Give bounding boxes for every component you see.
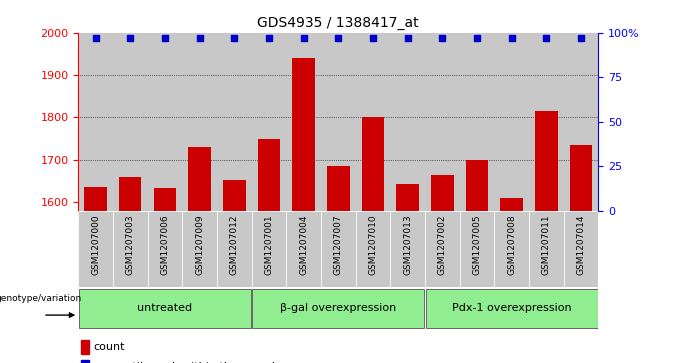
Bar [113, 211, 148, 287]
Point [124, 35, 135, 41]
Text: GSM1207008: GSM1207008 [507, 214, 516, 275]
Bar [466, 160, 488, 211]
Bar [564, 33, 598, 211]
Bar [321, 33, 356, 211]
Bar [396, 184, 419, 211]
Text: GSM1207000: GSM1207000 [91, 214, 100, 275]
Bar [292, 58, 315, 211]
Point [333, 35, 343, 41]
Bar [252, 33, 286, 211]
Bar [119, 177, 141, 211]
Bar [182, 211, 217, 287]
Point [367, 35, 378, 41]
Bar [84, 187, 107, 211]
Bar [78, 33, 113, 211]
Text: GSM1207001: GSM1207001 [265, 214, 273, 275]
Bar [390, 211, 425, 287]
Bar [460, 211, 494, 287]
Bar [286, 211, 321, 287]
Text: β-gal overexpression: β-gal overexpression [280, 303, 396, 313]
Text: GSM1207004: GSM1207004 [299, 214, 308, 275]
Point [402, 35, 413, 41]
Text: GSM1207005: GSM1207005 [473, 214, 481, 275]
Text: GSM1207003: GSM1207003 [126, 214, 135, 275]
Bar [252, 211, 286, 287]
Bar [217, 211, 252, 287]
Text: genotype/variation: genotype/variation [0, 294, 82, 303]
Text: untreated: untreated [137, 303, 192, 313]
Bar [529, 33, 564, 211]
Title: GDS4935 / 1388417_at: GDS4935 / 1388417_at [258, 16, 419, 30]
Bar [82, 360, 89, 363]
Bar [564, 211, 598, 287]
Bar [494, 211, 529, 287]
Text: GSM1207002: GSM1207002 [438, 214, 447, 275]
Text: percentile rank within the sample: percentile rank within the sample [94, 362, 282, 363]
Point [90, 35, 101, 41]
Text: GSM1207012: GSM1207012 [230, 214, 239, 275]
Bar [148, 211, 182, 287]
Point [575, 35, 586, 41]
Point [471, 35, 482, 41]
Bar [321, 211, 356, 287]
Point [228, 35, 239, 41]
Bar [327, 166, 350, 211]
Bar [113, 33, 148, 211]
Point [194, 35, 205, 41]
Bar [258, 139, 280, 211]
Text: GSM1207007: GSM1207007 [334, 214, 343, 275]
Point [298, 35, 309, 41]
Bar [252, 289, 424, 328]
Bar [460, 33, 494, 211]
Text: GSM1207014: GSM1207014 [577, 214, 585, 275]
Point [506, 35, 517, 41]
Bar [148, 33, 182, 211]
Bar [79, 289, 251, 328]
Text: GSM1207011: GSM1207011 [542, 214, 551, 275]
Text: GSM1207010: GSM1207010 [369, 214, 377, 275]
Bar [286, 33, 321, 211]
Point [541, 35, 551, 41]
Bar [494, 33, 529, 211]
Bar [78, 211, 113, 287]
Text: GSM1207009: GSM1207009 [195, 214, 204, 275]
Point [159, 35, 170, 41]
Point [437, 35, 447, 41]
Bar [425, 211, 460, 287]
Bar [362, 117, 384, 211]
Bar [500, 198, 523, 211]
Bar [223, 180, 245, 211]
Bar [82, 340, 89, 354]
Bar [188, 147, 211, 211]
Bar [431, 175, 454, 211]
Bar [182, 33, 217, 211]
Text: count: count [94, 342, 125, 352]
Bar [570, 145, 592, 211]
Bar [425, 33, 460, 211]
Bar [154, 188, 176, 211]
Bar [356, 211, 390, 287]
Point [263, 35, 274, 41]
Bar [356, 33, 390, 211]
Bar [390, 33, 425, 211]
Text: GSM1207006: GSM1207006 [160, 214, 169, 275]
Bar [535, 111, 558, 211]
Text: Pdx-1 overexpression: Pdx-1 overexpression [452, 303, 571, 313]
Bar [426, 289, 598, 328]
Bar [217, 33, 252, 211]
Bar [529, 211, 564, 287]
Text: GSM1207013: GSM1207013 [403, 214, 412, 275]
